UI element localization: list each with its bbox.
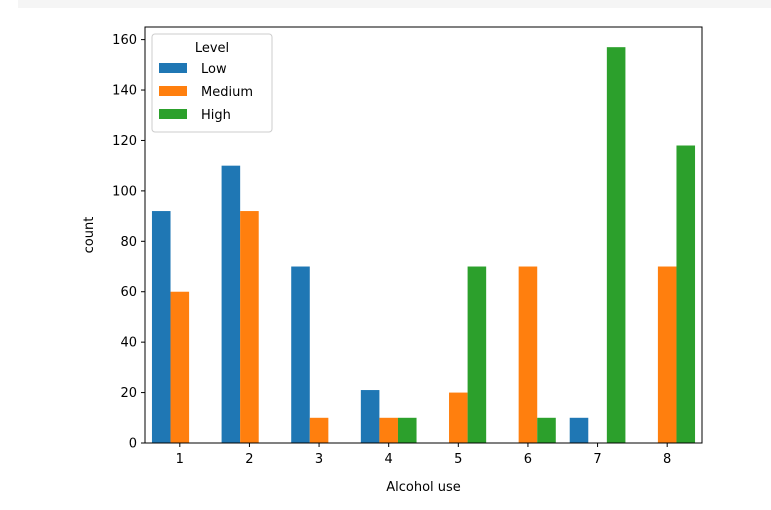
y-axis-ticks: 0 20 40 60 80 100 120 140 160 <box>112 33 145 452</box>
bar-low-2 <box>221 165 241 444</box>
legend-box <box>151 33 273 133</box>
bar-low-3 <box>291 266 310 443</box>
legend-swatch-high <box>159 109 187 119</box>
bar-medium-3 <box>309 417 329 443</box>
y-tick-label: 120 <box>112 134 137 149</box>
bar-low-1 <box>151 211 171 443</box>
bar-medium-2 <box>240 211 259 443</box>
bar-medium-6 <box>518 266 538 443</box>
legend: Level Low Medium High <box>151 33 273 133</box>
bar-high-5 <box>467 266 487 443</box>
bar-low-4 <box>360 390 380 443</box>
y-axis-label: count <box>82 217 97 254</box>
bar-medium-5 <box>449 392 468 443</box>
y-tick-label: 160 <box>112 33 137 48</box>
y-tick-label: 80 <box>120 235 137 250</box>
legend-label-high: High <box>201 108 231 123</box>
x-tick-label: 8 <box>663 452 671 467</box>
y-tick-label: 20 <box>120 386 137 401</box>
legend-title: Level <box>195 41 229 56</box>
y-tick-label: 100 <box>112 184 137 199</box>
legend-label-medium: Medium <box>201 85 253 100</box>
bar-high-6 <box>537 417 556 443</box>
bar-medium-1 <box>170 291 190 443</box>
legend-swatch-low <box>159 63 187 73</box>
bar-high-7 <box>606 47 626 444</box>
plot-frame <box>144 26 703 444</box>
y-tick-label: 60 <box>120 285 137 300</box>
legend-items: Low Medium High <box>159 62 253 123</box>
y-tick-label: 0 <box>129 437 137 452</box>
legend-swatch-medium <box>159 86 187 96</box>
bar-medium-4 <box>379 417 398 443</box>
y-tick-label: 140 <box>112 84 137 99</box>
bar-low-7 <box>569 417 589 443</box>
y-tick-label: 40 <box>120 336 137 351</box>
x-tick-label: 4 <box>385 452 393 467</box>
x-tick-label: 6 <box>524 452 532 467</box>
x-axis-ticks: 1 2 3 4 5 6 7 8 <box>176 443 671 467</box>
notebook-output-header-strip <box>18 0 771 8</box>
x-tick-label: 5 <box>454 452 462 467</box>
x-tick-label: 1 <box>176 452 184 467</box>
bars-group <box>151 47 696 444</box>
x-axis-label: Alcohol use <box>386 480 461 495</box>
legend-label-low: Low <box>201 62 227 77</box>
x-tick-label: 2 <box>245 452 253 467</box>
bar-medium-8 <box>657 266 677 443</box>
x-tick-label: 7 <box>593 452 601 467</box>
x-tick-label: 3 <box>315 452 323 467</box>
bar-high-8 <box>676 145 696 443</box>
bar-high-4 <box>397 417 417 443</box>
